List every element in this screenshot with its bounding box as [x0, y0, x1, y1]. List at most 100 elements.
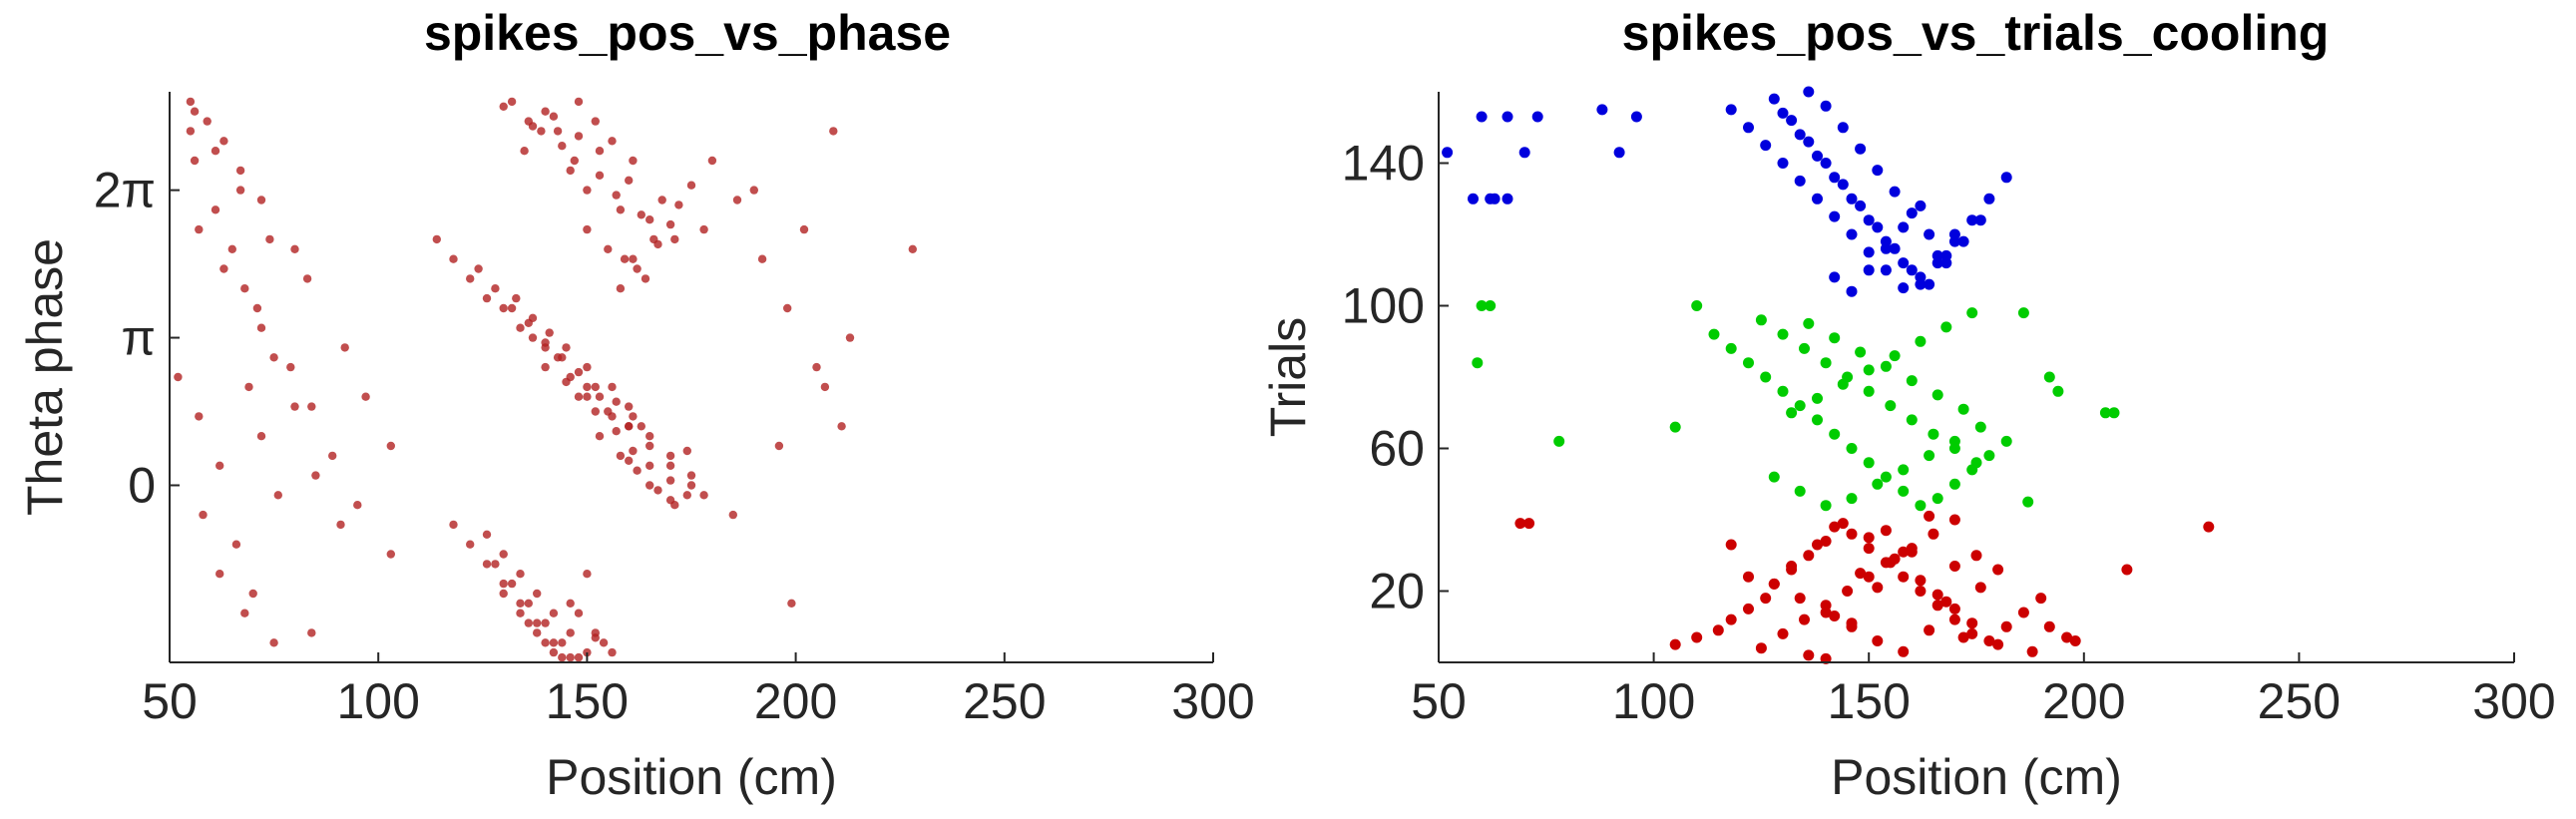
data-point	[1983, 635, 1995, 646]
data-point	[1803, 86, 1815, 98]
y-ticks: 0 π 2π	[94, 163, 180, 513]
data-point	[541, 107, 550, 116]
data-point	[645, 432, 654, 441]
data-point	[307, 628, 316, 637]
data-point	[1829, 332, 1841, 344]
data-point	[1768, 578, 1780, 590]
data-point	[1846, 443, 1858, 454]
data-point	[2061, 631, 2073, 643]
data-point	[595, 392, 605, 401]
data-point	[1829, 172, 1841, 184]
data-point	[1906, 546, 1918, 558]
data-point	[682, 446, 691, 456]
data-point	[516, 323, 525, 332]
data-point	[248, 589, 257, 599]
data-point	[686, 181, 696, 190]
data-point	[665, 496, 675, 505]
data-point	[674, 201, 683, 209]
data-point	[604, 244, 613, 253]
data-point	[583, 362, 592, 372]
data-point	[1855, 200, 1867, 211]
data-point	[633, 466, 642, 475]
data-point	[2026, 645, 2038, 657]
data-point	[637, 210, 645, 219]
data-point	[645, 441, 654, 451]
x-tick-label: 300	[1171, 673, 1254, 729]
data-point	[1777, 627, 1789, 639]
data-point	[1760, 593, 1772, 605]
x-tick-label: 250	[963, 673, 1046, 729]
data-point	[1472, 357, 1484, 369]
data-point	[558, 353, 567, 362]
data-point	[645, 461, 654, 470]
data-point	[1855, 568, 1867, 580]
data-point	[774, 441, 784, 451]
data-point	[1820, 158, 1832, 169]
data-point	[215, 570, 224, 579]
data-point	[1872, 221, 1884, 233]
data-point	[533, 618, 542, 627]
data-point	[665, 461, 675, 470]
data-point	[653, 486, 662, 495]
data-point	[1476, 300, 1488, 311]
data-point	[620, 254, 630, 263]
data-point	[1889, 186, 1901, 198]
data-point	[616, 451, 626, 461]
data-point	[1485, 300, 1497, 311]
data-point	[1863, 264, 1875, 276]
data-point	[432, 234, 441, 244]
x-tick-label: 200	[754, 673, 837, 729]
data-point	[1768, 471, 1780, 483]
data-point	[2000, 435, 2012, 447]
data-point	[466, 274, 475, 283]
data-point	[1966, 617, 1978, 629]
data-point	[499, 589, 508, 599]
data-point	[845, 333, 855, 342]
data-point	[1786, 407, 1798, 419]
data-point	[1889, 350, 1901, 362]
data-point	[686, 471, 696, 480]
data-point	[1468, 193, 1479, 205]
data-point	[1966, 627, 1978, 639]
data-point	[449, 520, 458, 530]
data-point	[570, 156, 579, 166]
data-point	[1863, 543, 1875, 555]
data-point	[1820, 357, 1832, 369]
data-point	[302, 274, 312, 283]
data-point	[625, 422, 634, 431]
x-axis-label: Position (cm)	[546, 749, 837, 805]
data-point	[2069, 635, 2081, 646]
data-point	[307, 402, 316, 411]
data-point	[1476, 111, 1488, 123]
data-point	[1708, 328, 1720, 340]
data-point	[1898, 571, 1910, 583]
data-point	[1932, 249, 1943, 261]
data-point	[629, 156, 638, 166]
data-point	[482, 293, 492, 303]
data-point	[1829, 271, 1841, 283]
data-point	[1898, 221, 1910, 233]
data-point	[195, 412, 204, 421]
data-point	[2000, 172, 2012, 184]
data-point	[566, 628, 575, 637]
y-axis-label: Trials	[1260, 317, 1316, 437]
data-point	[595, 432, 605, 441]
data-point	[574, 97, 584, 107]
data-point	[1898, 485, 1910, 497]
data-point	[908, 244, 917, 253]
data-point	[1966, 307, 1978, 319]
data-point	[1837, 122, 1849, 134]
data-point	[190, 107, 200, 116]
data-point	[1794, 593, 1806, 605]
data-point	[2022, 496, 2034, 508]
data-point	[1803, 550, 1815, 562]
x-tick-label: 50	[1411, 673, 1467, 729]
data-point	[566, 652, 575, 662]
data-point	[1613, 147, 1625, 159]
data-point	[516, 570, 525, 579]
data-point	[1898, 645, 1910, 657]
data-point	[1924, 278, 1935, 290]
data-points	[174, 97, 917, 662]
data-point	[1777, 328, 1789, 340]
